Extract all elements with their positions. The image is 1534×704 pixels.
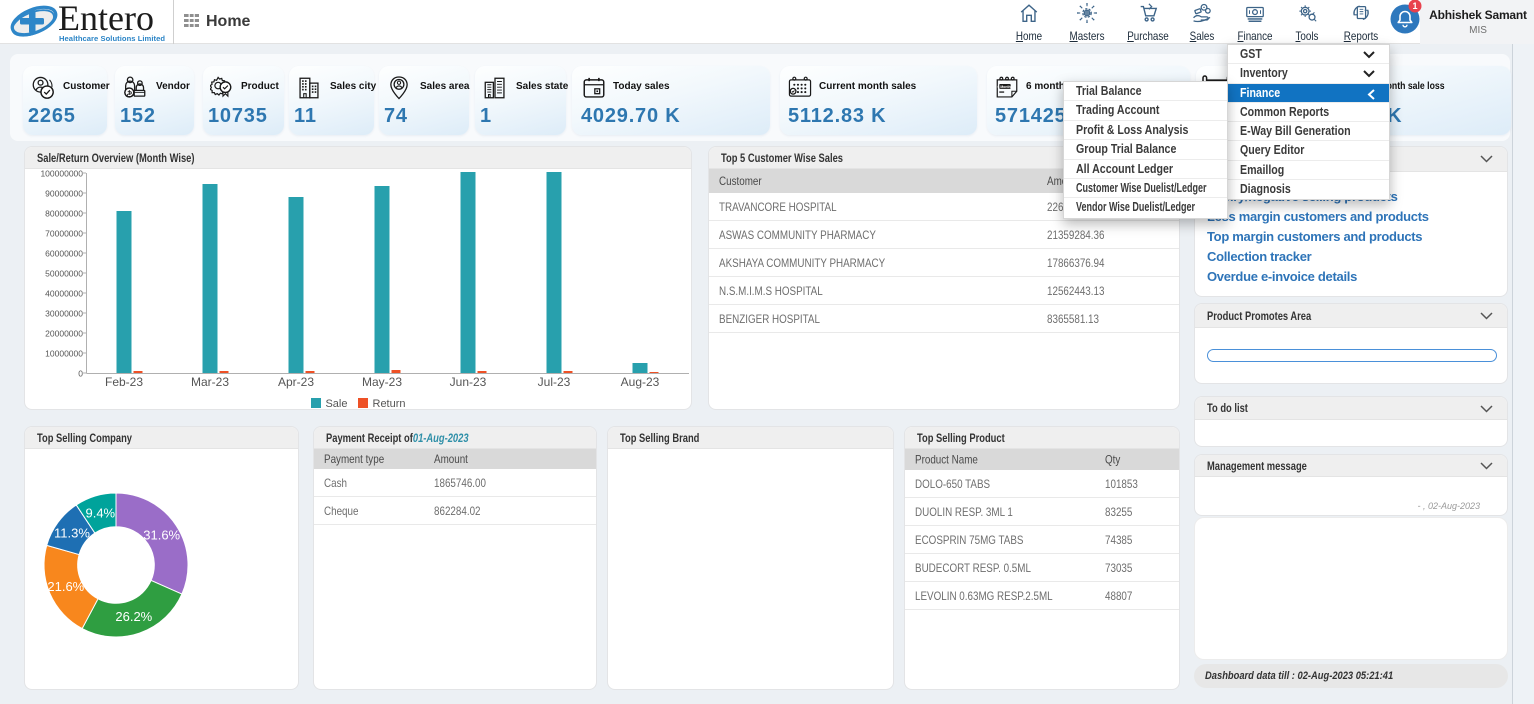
svg-text:90000000: 90000000 <box>45 189 83 199</box>
svg-text:6 Months: 6 Months <box>997 85 1012 89</box>
svg-text:Mar-23: Mar-23 <box>191 375 229 389</box>
svg-text:11.3%: 11.3% <box>54 526 90 541</box>
svg-text:26.2%: 26.2% <box>115 609 152 624</box>
svg-text:Jun-23: Jun-23 <box>450 375 487 389</box>
svg-text:20000000: 20000000 <box>45 329 83 339</box>
svg-text:Aug-23: Aug-23 <box>621 375 660 389</box>
svg-text:100000000: 100000000 <box>40 169 83 179</box>
svg-text:9.4%: 9.4% <box>85 506 115 521</box>
svg-text:80000000: 80000000 <box>45 209 83 219</box>
svg-text:30000000: 30000000 <box>45 309 83 319</box>
svg-text:70000000: 70000000 <box>45 229 83 239</box>
svg-text:0: 0 <box>78 369 83 379</box>
svg-text:60000000: 60000000 <box>45 249 83 259</box>
svg-text:May-23: May-23 <box>362 375 402 389</box>
svg-text:31.6%: 31.6% <box>143 528 180 543</box>
svg-text:1: 1 <box>1412 1 1417 11</box>
svg-text:Feb-23: Feb-23 <box>105 375 143 389</box>
svg-text:Jul-23: Jul-23 <box>538 375 571 389</box>
svg-text:Apr-23: Apr-23 <box>278 375 314 389</box>
svg-text:40000000: 40000000 <box>45 289 83 299</box>
svg-text:10000000: 10000000 <box>45 349 83 359</box>
svg-text:50000000: 50000000 <box>45 269 83 279</box>
svg-text:21.6%: 21.6% <box>47 579 84 594</box>
